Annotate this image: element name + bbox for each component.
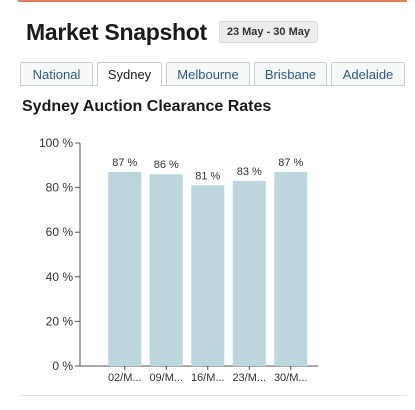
tab-baseline <box>20 85 405 86</box>
bar <box>108 171 142 366</box>
y-tick-label: 100 % <box>39 136 73 150</box>
x-tick-label: 16/M... <box>191 372 225 384</box>
tab-melbourne[interactable]: Melbourne <box>166 62 250 85</box>
bar-value-label: 83 % <box>237 166 262 178</box>
x-tick-label: 09/M... <box>149 372 183 384</box>
y-tick-label: 60 % <box>46 225 74 239</box>
city-tabs: National Sydney Melbourne Brisbane Adela… <box>20 62 405 86</box>
top-accent-rule <box>18 0 407 2</box>
bar-value-label: 86 % <box>154 159 179 171</box>
y-tick-label: 80 % <box>46 181 74 195</box>
bottom-rule <box>20 395 407 396</box>
chart-title: Sydney Auction Clearance Rates <box>22 98 272 115</box>
bar <box>191 185 225 366</box>
bar-value-label: 81 % <box>195 170 220 182</box>
bar <box>232 180 266 366</box>
tab-national[interactable]: National <box>20 62 93 85</box>
y-tick-label: 40 % <box>46 270 74 284</box>
tab-brisbane[interactable]: Brisbane <box>254 62 327 85</box>
y-tick-label: 0 % <box>52 359 73 373</box>
bar <box>274 171 308 366</box>
bar <box>149 174 183 366</box>
bar-value-label: 87 % <box>278 157 303 169</box>
y-tick-label: 20 % <box>46 314 74 328</box>
x-tick-label: 02/M... <box>108 372 142 384</box>
tab-sydney[interactable]: Sydney <box>97 62 162 86</box>
x-tick-label: 23/M... <box>232 372 266 384</box>
x-tick-label: 30/M... <box>274 372 308 384</box>
page-title: Market Snapshot <box>26 18 207 45</box>
bar-value-label: 87 % <box>112 157 137 169</box>
header: Market Snapshot 23 May - 30 May <box>26 16 318 48</box>
date-range-badge: 23 May - 30 May <box>218 21 318 43</box>
tab-adelaide[interactable]: Adelaide <box>331 62 405 85</box>
